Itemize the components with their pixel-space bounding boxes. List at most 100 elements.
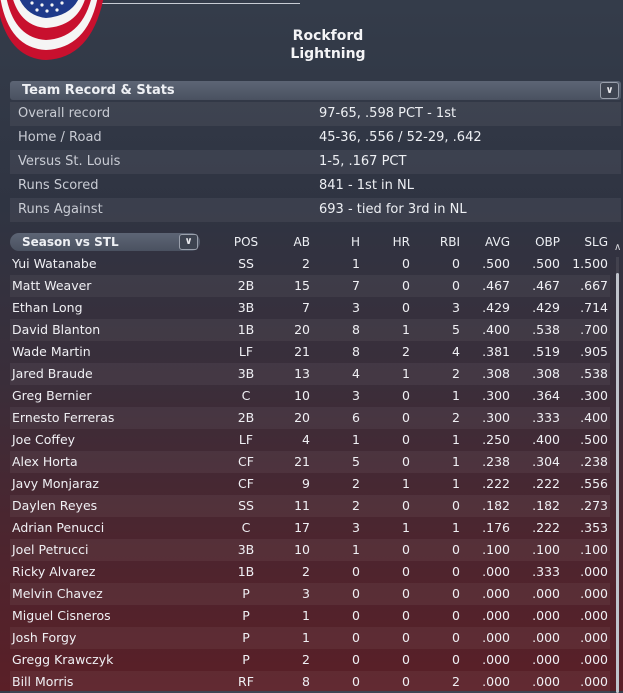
stat-hr: 1 <box>402 322 410 337</box>
scroll-up-icon[interactable]: ∧ <box>614 242 622 253</box>
stat-hr: 1 <box>402 520 410 535</box>
player-row[interactable]: Melvin Chavez P 3 0 0 0 .000 .000 .000 <box>10 583 610 605</box>
player-row[interactable]: Joel Petrucci 3B 10 1 0 0.100.100.100 <box>10 539 610 561</box>
stat-pos: SS <box>238 256 254 271</box>
column-header-avg[interactable]: AVG <box>485 235 510 249</box>
stat-slg: .000 <box>580 674 608 689</box>
stat-pos: P <box>242 630 250 645</box>
player-name[interactable]: Ernesto Ferreras <box>12 410 115 425</box>
player-row[interactable]: Miguel Cisneros P 1 0 0 0 .000 .000 .000 <box>10 605 610 627</box>
stat-hr: 0 <box>402 630 410 645</box>
stat-rbi: 5 <box>452 322 460 337</box>
player-row[interactable]: Joe Coffey LF 4 1 0 1 .250 .400 .500 <box>10 429 610 451</box>
stat-pos: 3B <box>237 366 255 381</box>
stat-rbi: 1 <box>452 454 460 469</box>
player-name[interactable]: Miguel Cisneros <box>12 608 111 623</box>
stats-table: Yui Watanabe SS 2 1 0 0.500.500 1.500 Matt Weav… <box>10 253 610 693</box>
record-table: Overall record 97-65, .598 PCT - 1st Home … <box>10 102 621 222</box>
record-section-title: Team Record & Stats <box>22 83 175 98</box>
stat-obp: .500 <box>532 256 560 271</box>
player-row[interactable]: David Blanton 1B 20 8 1 5 .400 .538 .700 <box>10 319 610 341</box>
player-name[interactable]: Bill Morris <box>12 674 74 689</box>
column-header-pos[interactable]: POS <box>233 235 259 249</box>
player-row[interactable]: Josh Forgy P 1 0 0 0 .000 .000 .000 <box>10 627 610 649</box>
scroll-thumb[interactable] <box>616 273 619 693</box>
player-row[interactable]: Daylen Reyes SS 11 2 0 0 .182 .182 .273 <box>10 495 610 517</box>
stat-avg: .222 <box>482 476 510 491</box>
player-name[interactable]: Gregg Krawczyk <box>12 652 114 667</box>
column-header-hr[interactable]: HR <box>392 235 410 249</box>
player-row[interactable]: Yui Watanabe SS 2 1 0 0 .500 .500 1.500 <box>10 253 610 275</box>
player-name[interactable]: Daylen Reyes <box>12 498 98 513</box>
stat-obp: .400 <box>532 432 560 447</box>
stats-scrollbar[interactable]: ∧ <box>614 242 622 693</box>
stat-pos: C <box>241 388 251 403</box>
player-name[interactable]: Wade Martin <box>12 344 91 359</box>
player-name[interactable]: Joe Coffey <box>12 432 76 447</box>
player-row[interactable]: Adrian Penucci C 17 3 1 1 .176 .222 .353 <box>10 517 610 539</box>
season-filter-dropdown[interactable]: Season vs STL ∨ <box>10 233 200 251</box>
column-header-obp[interactable]: OBP <box>535 235 560 249</box>
player-row[interactable]: Matt Weaver 2B 15 7 0 0 .467 .467 .667 <box>10 275 610 297</box>
stat-avg: .100 <box>482 542 510 557</box>
column-header-h[interactable]: H <box>350 235 360 249</box>
stat-obp: .333 <box>532 564 560 579</box>
stat-obp: .222 <box>532 520 560 535</box>
stat-slg: .400 <box>580 410 608 425</box>
stat-slg: .905 <box>580 344 608 359</box>
column-header-rbi[interactable]: RBI <box>439 235 460 249</box>
stat-ab: 21 <box>294 344 310 359</box>
stat-slg: .714 <box>580 300 608 315</box>
record-value: 693 - tied for 3rd in NL <box>319 202 467 217</box>
stat-obp: .333 <box>532 410 560 425</box>
stat-h: 1 <box>352 256 360 271</box>
stat-hr: 0 <box>402 586 410 601</box>
stat-slg: .353 <box>580 520 608 535</box>
player-row[interactable]: Bill Morris RF 8 0 0 2 .000 .000 .000 <box>10 671 610 693</box>
chevron-down-icon[interactable]: ∨ <box>179 234 198 250</box>
stat-slg: 1.500 <box>572 256 608 271</box>
player-name[interactable]: Jared Braude <box>12 366 93 381</box>
stat-avg: .000 <box>482 674 510 689</box>
player-name[interactable]: Javy Monjaraz <box>12 476 99 491</box>
player-row[interactable]: Wade Martin LF 21 8 2 4 .381 .519 .905 <box>10 341 610 363</box>
column-header-ab[interactable]: AB <box>293 235 310 249</box>
player-row[interactable]: Javy Monjaraz CF 9 2 1 1 .222 .222 .556 <box>10 473 610 495</box>
chevron-down-icon[interactable]: ∨ <box>600 82 619 99</box>
stat-obp: .308 <box>532 366 560 381</box>
stat-rbi: 0 <box>452 586 460 601</box>
stat-obp: .000 <box>532 652 560 667</box>
stat-avg: .238 <box>482 454 510 469</box>
stat-pos: C <box>241 520 251 535</box>
player-name[interactable]: David Blanton <box>12 322 101 337</box>
player-row[interactable]: Ernesto Ferreras 2B 20 6 0 2 .300 .333 .400 <box>10 407 610 429</box>
stat-slg: .300 <box>580 388 608 403</box>
player-row[interactable]: Gregg Krawczyk P 2 0 0 0 .000 .000 .000 <box>10 649 610 671</box>
player-name[interactable]: Alex Horta <box>12 454 78 469</box>
player-name[interactable]: Adrian Penucci <box>12 520 105 535</box>
player-name[interactable]: Melvin Chavez <box>12 586 103 601</box>
stat-h: 8 <box>352 322 360 337</box>
player-name[interactable]: Josh Forgy <box>12 630 77 645</box>
player-row[interactable]: Ricky Alvarez 1B 2 0 0 0 .000 .333 .000 <box>10 561 610 583</box>
stat-ab: 11 <box>294 498 310 513</box>
player-row[interactable]: Ethan Long 3B 7 3 0 3 .429 .429 .714 <box>10 297 610 319</box>
player-row[interactable]: Jared Braude 3B 13 4 1 2 .308 .308 .538 <box>10 363 610 385</box>
player-name[interactable]: Matt Weaver <box>12 278 92 293</box>
stat-avg: .300 <box>482 410 510 425</box>
player-name[interactable]: Greg Bernier <box>12 388 92 403</box>
stat-hr: 0 <box>402 652 410 667</box>
stat-rbi: 4 <box>452 344 460 359</box>
stat-ab: 4 <box>302 432 310 447</box>
stat-h: 5 <box>352 454 360 469</box>
player-name[interactable]: Ricky Alvarez <box>12 564 96 579</box>
player-name[interactable]: Yui Watanabe <box>12 256 97 271</box>
player-name[interactable]: Joel Petrucci <box>12 542 89 557</box>
player-row[interactable]: Greg Bernier C 10 3 0 1 .300 .364 .300 <box>10 385 610 407</box>
stat-hr: 0 <box>402 256 410 271</box>
stat-slg: .273 <box>580 498 608 513</box>
player-name[interactable]: Ethan Long <box>12 300 83 315</box>
player-row[interactable]: Alex Horta CF 21 5 0 1 .238 .304 .238 <box>10 451 610 473</box>
stat-obp: .100 <box>532 542 560 557</box>
column-header-slg[interactable]: SLG <box>584 235 608 249</box>
